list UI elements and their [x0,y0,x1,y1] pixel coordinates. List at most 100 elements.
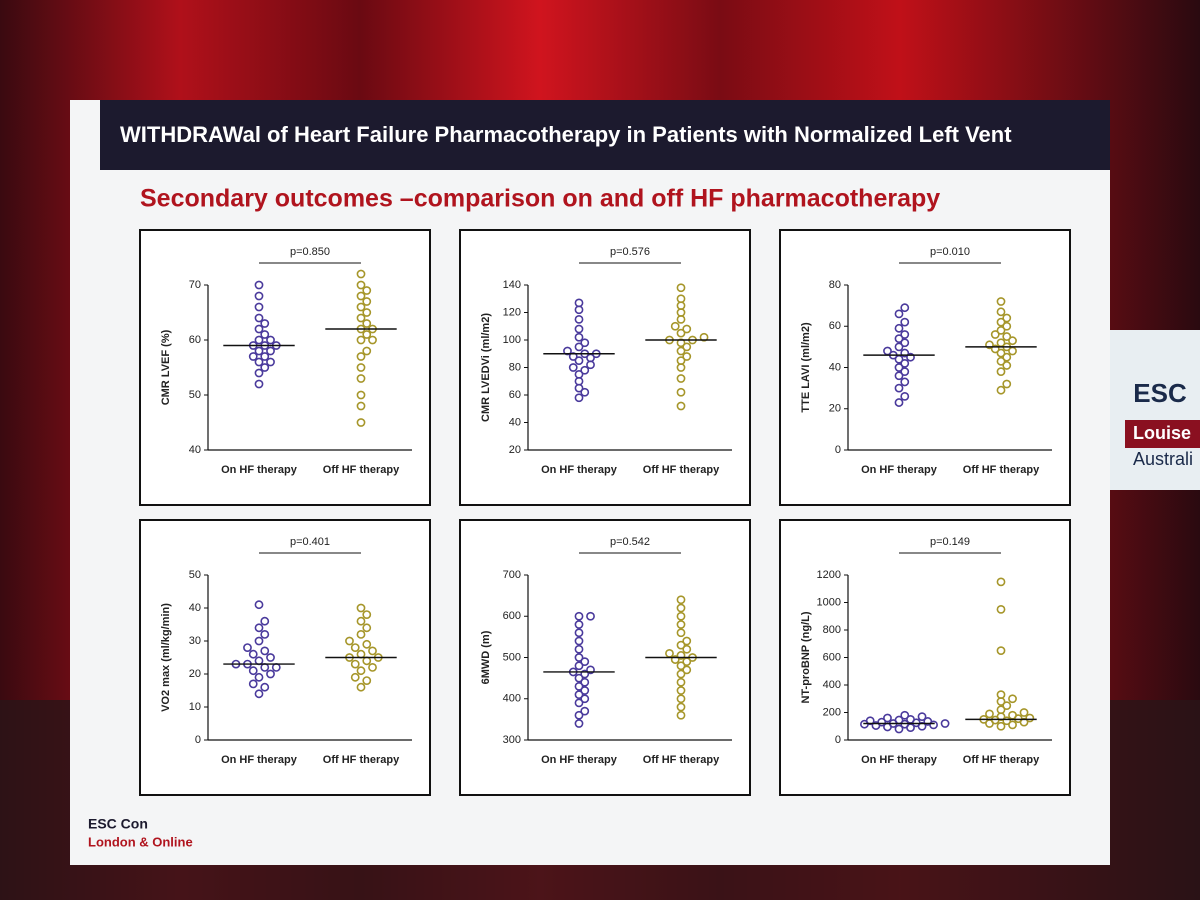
y-axis-label: VO2 max (ml/kg/min) [160,603,172,712]
data-point [940,719,950,728]
data-point [254,600,264,610]
data-point [1002,321,1012,331]
data-point [574,628,584,638]
data-point [356,269,366,279]
data-point [699,332,709,342]
data-point [362,676,372,685]
data-point [362,346,372,356]
y-tick-label: 0 [195,734,201,746]
data-point [248,649,258,659]
x-tick-label: Off HF therapy [643,754,720,766]
data-point [254,672,264,682]
data-point [568,363,578,372]
y-tick-label: 60 [829,320,841,332]
y-axis-label: TTE LAVI (ml/m2) [800,322,812,413]
data-point [1002,313,1012,323]
data-point [676,374,686,383]
x-tick-label: Off HF therapy [643,464,720,476]
data-point [368,335,377,345]
data-point [676,677,686,687]
data-point [580,365,590,375]
data-point [894,334,904,344]
data-point [996,705,1006,715]
data-point [676,661,686,671]
data-point [254,636,264,646]
data-point [254,302,264,312]
data-point [356,630,366,639]
data-point [676,651,686,660]
data-point [1008,336,1017,346]
data-point [574,710,584,720]
data-point [900,338,910,348]
data-point [574,332,584,342]
data-point [900,367,910,377]
side-screen [1110,330,1200,490]
data-point [574,611,584,621]
data-point [248,352,258,361]
y-tick-label: 1200 [817,569,841,581]
p-value-annotation: p=0.149 [930,536,970,548]
data-point [254,368,264,378]
data-point [356,352,366,361]
data-point [900,317,910,327]
y-axis-label: NT-proBNP (ng/L) [800,611,812,703]
y-tick-label: 80 [509,361,521,373]
data-point [574,298,584,308]
data-point [682,324,692,334]
y-tick-label: 800 [823,624,841,636]
data-point [356,603,366,613]
data-point [1008,694,1017,704]
data-point [996,307,1006,317]
data-point [574,314,584,324]
data-point [1002,716,1012,726]
x-tick-label: On HF therapy [861,754,938,766]
data-point [580,338,590,348]
side-name: Louise [1133,423,1191,443]
data-point [894,323,904,333]
data-point [266,335,275,345]
side-country: Australi [1133,449,1193,469]
data-point [243,643,252,652]
data-point [574,393,584,403]
panel-frame [779,229,1071,506]
data-point [990,330,1000,339]
data-point [362,639,372,649]
data-point [356,418,366,427]
y-axis-label: CMR LVEF (%) [160,329,172,405]
data-point [574,690,584,700]
y-tick-label: 20 [509,444,521,456]
data-point [900,710,910,720]
y-tick-label: 0 [835,734,841,746]
data-point [676,694,686,704]
data-point [985,340,994,350]
y-tick-label: 40 [509,416,521,428]
data-point [586,665,595,675]
data-point [362,297,372,306]
y-tick-label: 50 [189,389,201,401]
y-tick-label: 300 [503,734,521,746]
data-point [356,302,366,312]
data-point [682,665,692,675]
data-point [248,666,258,676]
data-point [1019,708,1029,717]
data-point [254,346,264,356]
chart-panel: 300 400 500 600 700 6MWD (m) On HF therapy Off … [459,519,751,796]
data-point [996,385,1006,395]
data-point [266,357,275,367]
data-point [574,661,584,671]
y-tick-label: 60 [509,389,521,401]
p-value-annotation: p=0.576 [610,246,650,258]
data-point [985,709,994,719]
y-tick-label: 100 [503,334,521,346]
y-tick-label: 400 [823,679,841,691]
footer-line1: ESC Con [88,816,148,832]
p-value-annotation: p=0.401 [290,536,330,548]
y-tick-label: 700 [503,569,521,581]
data-point [865,716,875,726]
data-point [894,398,904,407]
chart-panel: 0 20 40 60 80 TTE LAVI (ml/m2) On HF therapy Of… [779,229,1071,506]
chart-panel: 40 50 60 70 CMR LVEF (%) On HF therapy Off HF … [139,229,431,506]
y-tick-label: 60 [189,334,201,346]
y-tick-label: 120 [503,306,521,318]
